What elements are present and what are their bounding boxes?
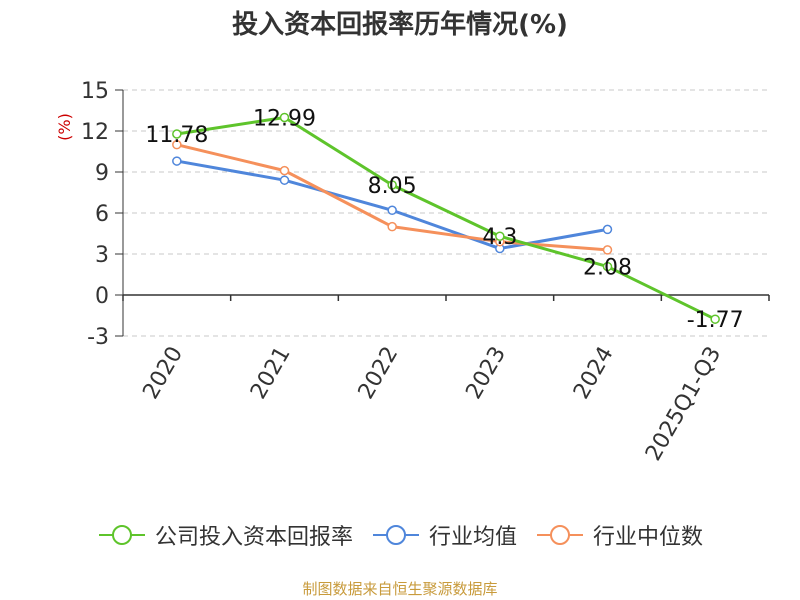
legend-label-company: 公司投入资本回报率 bbox=[154, 525, 353, 550]
data-point[interactable] bbox=[710, 314, 720, 324]
legend-line-circle-icon bbox=[98, 525, 145, 545]
legend-line-circle-icon bbox=[537, 525, 583, 545]
legend-line-circle-icon bbox=[372, 525, 419, 545]
data-point[interactable] bbox=[172, 139, 182, 150]
x-tick-label: 2024 bbox=[569, 343, 619, 404]
legend-item-industry-median[interactable]: 行业中位数 bbox=[535, 519, 703, 551]
data-label: 8.05 bbox=[368, 174, 417, 199]
data-point[interactable] bbox=[495, 231, 505, 241]
data-point[interactable] bbox=[387, 221, 397, 232]
data-label: 12.99 bbox=[253, 106, 316, 131]
y-tick-label: 0 bbox=[95, 284, 109, 309]
data-point[interactable] bbox=[387, 180, 397, 190]
y-tick-label: 9 bbox=[95, 161, 109, 186]
data-point[interactable] bbox=[602, 245, 613, 255]
chart-legend: 公司投入资本回报率 行业均值 行业中位数 bbox=[0, 519, 800, 551]
data-label: 4.3 bbox=[482, 225, 517, 250]
data-label: 11.78 bbox=[145, 123, 208, 148]
data-point[interactable] bbox=[279, 112, 290, 123]
x-tick-label: 2025Q1-Q3 bbox=[641, 343, 726, 466]
y-tick-label: -3 bbox=[87, 325, 109, 350]
y-tick-label: 15 bbox=[81, 79, 109, 104]
x-tick-label: 2022 bbox=[354, 343, 404, 404]
chart-title: 投入资本回报率历年情况(%) bbox=[232, 10, 568, 40]
legend-item-industry-mean[interactable]: 行业均值 bbox=[371, 519, 517, 551]
legend-item-company[interactable]: 公司投入资本回报率 bbox=[97, 519, 353, 551]
x-tick-label: 2021 bbox=[246, 343, 296, 404]
data-point[interactable] bbox=[279, 165, 290, 176]
data-point[interactable] bbox=[279, 175, 290, 185]
x-tick-label: 2020 bbox=[138, 343, 188, 404]
y-tick-label: 12 bbox=[81, 120, 109, 145]
data-point[interactable] bbox=[387, 205, 397, 216]
legend-label-industry-mean: 行业均值 bbox=[428, 525, 517, 550]
series-line-0 bbox=[176, 115, 716, 321]
data-label: -1.77 bbox=[687, 308, 744, 333]
data-point[interactable] bbox=[172, 156, 182, 166]
y-tick-label: 6 bbox=[95, 202, 109, 227]
data-point[interactable] bbox=[602, 224, 613, 235]
data-label: 2.08 bbox=[583, 256, 632, 281]
legend-label-industry-median: 行业中位数 bbox=[593, 525, 704, 550]
data-point[interactable] bbox=[172, 129, 182, 139]
data-point[interactable] bbox=[602, 261, 613, 272]
y-tick-label: 3 bbox=[95, 243, 109, 268]
y-axis-label: (%) bbox=[55, 113, 74, 141]
data-source-note: 制图数据来自恒生聚源数据库 bbox=[302, 580, 498, 598]
x-tick-label: 2023 bbox=[461, 343, 511, 404]
